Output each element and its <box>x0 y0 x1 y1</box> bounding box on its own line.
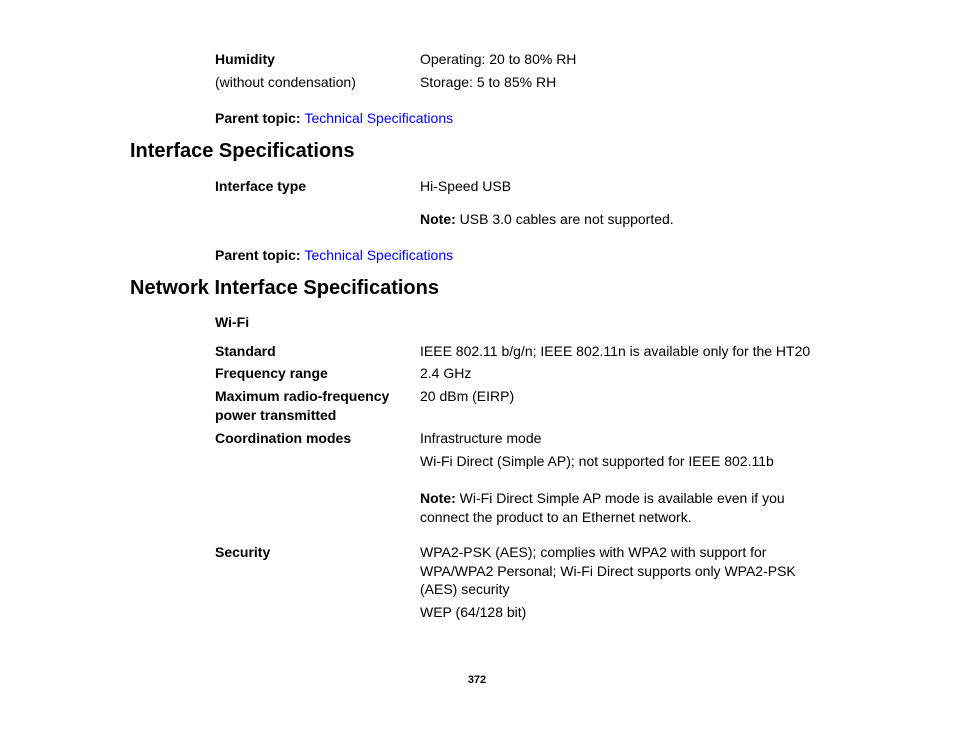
security-value-1: WPA2-PSK (AES); complies with WPA2 with … <box>420 543 834 600</box>
coord-value-1: Infrastructure mode <box>420 429 834 448</box>
parent-topic-label: Parent topic: <box>215 110 304 126</box>
page-container: Humidity Operating: 20 to 80% RH (withou… <box>0 0 954 738</box>
humidity-row-2: (without condensation) Storage: 5 to 85%… <box>215 73 834 92</box>
interface-note-row: Note: USB 3.0 cables are not supported. <box>215 210 834 229</box>
standard-value: IEEE 802.11 b/g/n; IEEE 802.11n is avail… <box>420 342 834 361</box>
freq-row: Frequency range 2.4 GHz <box>215 364 834 383</box>
coord-note-row: Note: Wi-Fi Direct Simple AP mode is ava… <box>215 489 834 527</box>
parent-topic-label-2: Parent topic: <box>215 247 304 263</box>
humidity-value-1: Operating: 20 to 80% RH <box>420 50 834 69</box>
coord-label: Coordination modes <box>215 429 420 475</box>
humidity-label: Humidity <box>215 50 420 69</box>
security-row: Security WPA2-PSK (AES); complies with W… <box>215 543 834 627</box>
security-values: WPA2-PSK (AES); complies with WPA2 with … <box>420 543 834 627</box>
coord-note: Note: Wi-Fi Direct Simple AP mode is ava… <box>420 489 834 527</box>
coord-value-2: Wi-Fi Direct (Simple AP); not supported … <box>420 452 834 471</box>
coord-values: Infrastructure mode Wi-Fi Direct (Simple… <box>420 429 834 475</box>
freq-value: 2.4 GHz <box>420 364 834 383</box>
parent-topic-1: Parent topic: Technical Specifications <box>215 110 834 126</box>
page-number: 372 <box>0 674 954 686</box>
power-label: Maximum radio-frequency power transmitte… <box>215 387 420 425</box>
freq-label: Frequency range <box>215 364 420 383</box>
interface-note: Note: USB 3.0 cables are not supported. <box>420 210 834 229</box>
humidity-table: Humidity Operating: 20 to 80% RH (withou… <box>215 50 834 92</box>
coord-note-prefix: Note: <box>420 490 460 506</box>
security-label: Security <box>215 543 420 627</box>
wifi-table: Standard IEEE 802.11 b/g/n; IEEE 802.11n… <box>215 342 834 627</box>
power-value: 20 dBm (EIRP) <box>420 387 834 425</box>
interface-type-value: Hi-Speed USB <box>420 177 834 196</box>
interface-type-row: Interface type Hi-Speed USB <box>215 177 834 196</box>
security-value-2: WEP (64/128 bit) <box>420 603 834 622</box>
interface-heading: Interface Specifications <box>130 140 834 163</box>
parent-topic-link[interactable]: Technical Specifications <box>304 110 453 126</box>
humidity-value-2: Storage: 5 to 85% RH <box>420 73 834 92</box>
interface-note-prefix: Note: <box>420 211 460 227</box>
wifi-subheading: Wi-Fi <box>215 314 834 330</box>
interface-type-label: Interface type <box>215 177 420 196</box>
coord-note-spacer <box>215 489 420 527</box>
standard-row: Standard IEEE 802.11 b/g/n; IEEE 802.11n… <box>215 342 834 361</box>
interface-note-text: USB 3.0 cables are not supported. <box>460 211 674 227</box>
standard-label: Standard <box>215 342 420 361</box>
humidity-sublabel: (without condensation) <box>215 73 420 92</box>
humidity-row-1: Humidity Operating: 20 to 80% RH <box>215 50 834 69</box>
interface-note-spacer <box>215 210 420 229</box>
parent-topic-link-2[interactable]: Technical Specifications <box>304 247 453 263</box>
parent-topic-2: Parent topic: Technical Specifications <box>215 247 834 263</box>
power-row: Maximum radio-frequency power transmitte… <box>215 387 834 425</box>
interface-table: Interface type Hi-Speed USB Note: USB 3.… <box>215 177 834 229</box>
coord-note-text: Wi-Fi Direct Simple AP mode is available… <box>420 490 785 525</box>
coord-row: Coordination modes Infrastructure mode W… <box>215 429 834 475</box>
network-heading: Network Interface Specifications <box>130 277 834 300</box>
